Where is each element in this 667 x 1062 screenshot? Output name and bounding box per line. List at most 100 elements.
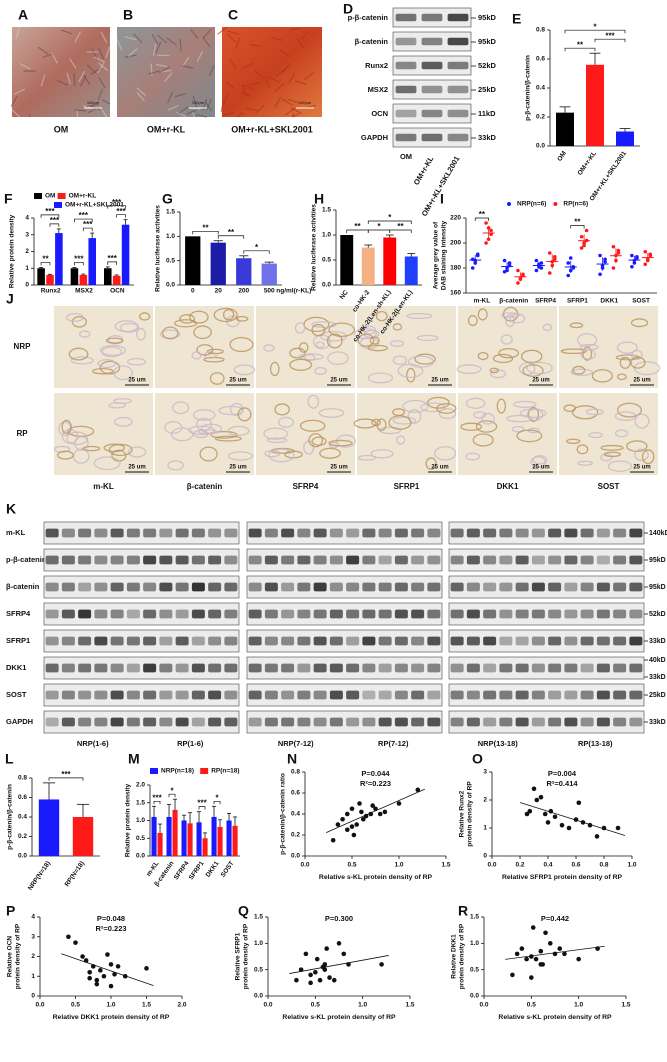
data-point <box>534 797 540 803</box>
data-point <box>543 930 548 936</box>
blot-band <box>596 609 610 619</box>
blot-band <box>362 528 376 538</box>
tissue-texture <box>92 367 114 375</box>
blot-band <box>191 609 205 619</box>
data-point <box>415 787 421 793</box>
column-label: β-catenin <box>187 482 223 491</box>
y-tick-label: 0.2 <box>291 832 300 839</box>
tissue-texture <box>634 413 650 429</box>
blot-size-label: 25kD <box>478 85 497 94</box>
data-point <box>108 962 114 967</box>
blot-band <box>297 636 311 646</box>
blot-band <box>629 609 643 619</box>
cell-texture <box>136 91 146 102</box>
bar <box>172 809 178 856</box>
blot-band <box>450 609 464 619</box>
blot-band <box>613 636 627 646</box>
blot-row-label: MSX2 <box>368 85 388 94</box>
data-point <box>559 822 565 828</box>
tissue-texture <box>371 418 381 427</box>
blot-k-frame <box>43 656 240 680</box>
image-caption: OM+r-KL+SKL2001 <box>231 124 313 134</box>
tissue-texture <box>481 412 495 425</box>
data-point <box>516 281 520 285</box>
blot-band <box>580 717 594 727</box>
blot-band <box>450 636 464 646</box>
data-point <box>87 970 92 975</box>
blot-band <box>548 717 562 727</box>
tissue-texture <box>634 448 649 462</box>
scale-bar-label: 25 um <box>633 465 650 471</box>
significance-label: *** <box>61 770 71 779</box>
data-point <box>66 934 71 940</box>
blot-band <box>394 717 408 727</box>
cell-texture <box>255 104 265 114</box>
data-point <box>531 786 537 792</box>
tissue-texture <box>298 353 324 361</box>
y-tick-label: 200 <box>450 240 461 247</box>
data-point <box>377 811 383 817</box>
tissue-texture <box>392 323 403 331</box>
x-tick-label: MSX2 <box>75 288 93 295</box>
data-point <box>327 975 332 980</box>
data-point <box>341 951 347 957</box>
bar <box>261 263 277 285</box>
data-point <box>336 941 342 946</box>
tissue-texture <box>227 451 254 461</box>
blot-band <box>94 690 108 700</box>
blot-band <box>421 13 443 22</box>
cell-texture <box>217 26 228 35</box>
blot-band <box>515 582 529 592</box>
annotation: P=0.004 <box>548 769 577 778</box>
data-point <box>603 259 607 264</box>
data-point <box>324 946 329 951</box>
data-point <box>363 813 369 819</box>
data-point <box>359 809 364 815</box>
blot-size-label: 40kD <box>649 657 666 664</box>
bar <box>404 256 418 285</box>
significance-label: * <box>215 793 219 802</box>
blot-band <box>564 636 578 646</box>
tissue-texture <box>475 420 498 433</box>
blot-k-frame <box>246 683 443 707</box>
tissue-texture <box>222 308 235 321</box>
blot-band <box>159 636 173 646</box>
panel-letter: M <box>128 751 140 767</box>
y-tick-label: 0.0 <box>18 853 27 860</box>
data-point <box>94 981 100 987</box>
blot-band <box>421 109 443 118</box>
blot-band <box>329 636 343 646</box>
column-label: SFRP4 <box>293 482 319 491</box>
significance-bracket <box>213 800 221 805</box>
tissue-texture <box>582 346 593 361</box>
x-tick-label: 0.5 <box>347 862 356 869</box>
cell-texture <box>40 74 46 87</box>
scale-bar-label: 100μm <box>192 100 205 105</box>
cell-texture <box>223 92 230 104</box>
blot-band <box>191 690 205 700</box>
blot-band <box>362 663 376 673</box>
tissue-texture <box>127 446 147 458</box>
panel-letter: F <box>4 191 13 207</box>
blot-band <box>395 37 417 46</box>
tissue-texture <box>196 344 214 356</box>
blot-size-label: 25kD <box>649 692 666 699</box>
row-label: NRP <box>14 342 32 351</box>
x-tick-label: Runx2 <box>41 288 61 295</box>
cell-texture <box>28 113 31 118</box>
data-point <box>510 972 515 978</box>
data-point <box>552 257 557 262</box>
blot-band <box>596 717 610 727</box>
data-point <box>534 258 539 263</box>
blot-band <box>208 717 222 727</box>
data-point <box>94 977 100 983</box>
blot-k-frame <box>246 548 443 572</box>
ihc-image <box>559 393 658 475</box>
tissue-texture <box>406 367 416 383</box>
blot-band <box>394 636 408 646</box>
blot-band <box>378 663 392 673</box>
data-point <box>533 956 539 962</box>
blot-band <box>499 636 513 646</box>
tissue-texture <box>268 448 295 463</box>
blot-band <box>281 555 295 565</box>
